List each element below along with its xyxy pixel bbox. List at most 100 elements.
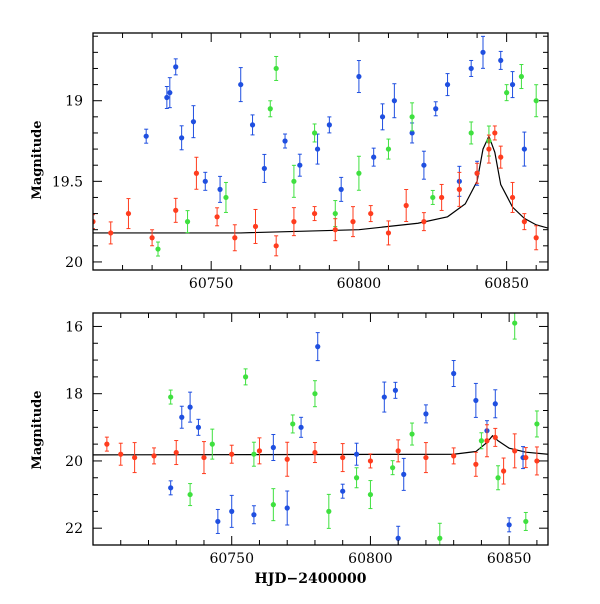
data-point bbox=[534, 421, 540, 427]
data-point bbox=[340, 454, 346, 461]
data-point bbox=[368, 210, 374, 217]
data-point bbox=[385, 146, 392, 152]
data-point bbox=[409, 130, 415, 136]
data-point bbox=[187, 491, 193, 498]
data-point bbox=[273, 65, 279, 72]
data-point bbox=[314, 146, 321, 152]
data-point bbox=[215, 518, 221, 525]
data-point bbox=[297, 162, 303, 168]
data-point bbox=[385, 230, 392, 236]
data-point bbox=[193, 170, 200, 176]
data-point bbox=[495, 475, 501, 481]
series-green bbox=[168, 313, 540, 545]
data-point bbox=[486, 146, 492, 152]
y-axis-label: Magnitude bbox=[30, 390, 45, 469]
y-tick-label: 19.5 bbox=[52, 174, 83, 190]
y-axis-label: Magnitude bbox=[30, 120, 45, 199]
data-point bbox=[164, 94, 170, 101]
data-point bbox=[340, 488, 346, 494]
data-point bbox=[173, 449, 179, 456]
data-point bbox=[311, 210, 318, 217]
data-point bbox=[312, 391, 318, 397]
data-point bbox=[367, 458, 374, 464]
data-point bbox=[492, 401, 498, 407]
data-point bbox=[118, 451, 124, 457]
data-point bbox=[433, 106, 439, 112]
data-point bbox=[381, 394, 387, 400]
model-curve bbox=[93, 434, 548, 456]
data-point bbox=[291, 178, 297, 184]
data-point bbox=[523, 518, 529, 525]
data-point bbox=[430, 194, 436, 201]
data-point bbox=[338, 186, 344, 192]
data-point bbox=[421, 219, 427, 225]
data-point bbox=[251, 512, 257, 518]
series-red bbox=[93, 125, 539, 257]
data-point bbox=[187, 404, 193, 410]
data-point bbox=[273, 243, 279, 249]
data-point bbox=[353, 451, 360, 457]
data-point bbox=[478, 438, 485, 444]
data-point bbox=[315, 344, 321, 350]
data-point bbox=[132, 454, 138, 461]
data-point bbox=[523, 454, 529, 461]
data-point bbox=[492, 434, 498, 441]
data-point bbox=[498, 57, 504, 64]
data-point bbox=[214, 214, 220, 220]
series-red bbox=[104, 424, 540, 485]
data-point bbox=[379, 114, 386, 120]
plot-area bbox=[93, 35, 548, 257]
data-point bbox=[232, 235, 238, 241]
data-point bbox=[270, 502, 276, 508]
data-point bbox=[350, 219, 356, 225]
data-point bbox=[291, 219, 297, 225]
data-point bbox=[151, 453, 157, 459]
data-point bbox=[284, 456, 290, 462]
data-point bbox=[509, 194, 516, 201]
data-point bbox=[409, 431, 415, 437]
data-point bbox=[202, 178, 208, 184]
data-point bbox=[284, 505, 290, 511]
data-point bbox=[437, 535, 443, 541]
data-point bbox=[168, 394, 174, 400]
data-point bbox=[298, 424, 304, 430]
data-point bbox=[423, 411, 429, 417]
x-tick-label: 60750 bbox=[189, 276, 234, 292]
data-point bbox=[252, 223, 259, 230]
data-point bbox=[173, 64, 179, 70]
data-point bbox=[501, 468, 507, 474]
data-point bbox=[282, 138, 288, 144]
data-point bbox=[509, 81, 516, 88]
plot-frame bbox=[92, 32, 549, 271]
data-point bbox=[401, 471, 407, 477]
data-point bbox=[391, 98, 397, 104]
data-point bbox=[190, 119, 197, 125]
data-point bbox=[480, 49, 486, 55]
data-point bbox=[468, 65, 474, 72]
data-point bbox=[371, 154, 377, 160]
data-point bbox=[492, 130, 498, 136]
data-point bbox=[290, 421, 296, 427]
data-point bbox=[125, 210, 132, 217]
data-point bbox=[217, 186, 223, 192]
data-point bbox=[209, 441, 215, 447]
data-point bbox=[533, 98, 539, 104]
data-point bbox=[504, 90, 510, 96]
plot-frame bbox=[92, 312, 549, 546]
data-point bbox=[312, 449, 318, 456]
data-point bbox=[421, 162, 427, 168]
data-point bbox=[149, 235, 155, 241]
data-point bbox=[267, 106, 273, 112]
data-point bbox=[533, 235, 539, 241]
data-point bbox=[390, 465, 396, 471]
data-point bbox=[521, 219, 527, 225]
y-tick-label: 19 bbox=[65, 94, 83, 110]
data-point bbox=[326, 508, 332, 514]
data-point bbox=[270, 444, 276, 451]
data-point bbox=[473, 397, 479, 404]
data-point bbox=[249, 122, 256, 128]
data-point bbox=[444, 81, 451, 88]
data-point bbox=[108, 230, 114, 236]
data-point bbox=[474, 170, 480, 176]
